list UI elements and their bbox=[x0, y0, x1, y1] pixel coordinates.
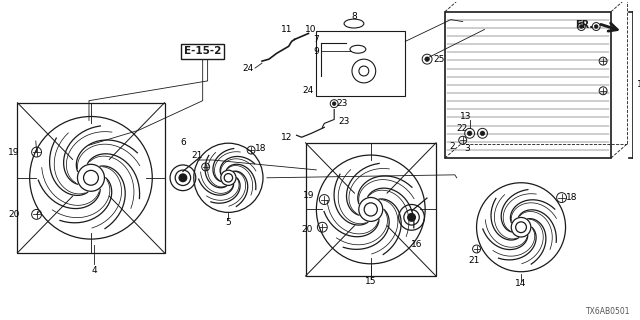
Circle shape bbox=[595, 25, 598, 28]
Circle shape bbox=[580, 25, 583, 28]
Text: 2: 2 bbox=[449, 142, 455, 151]
Text: 18: 18 bbox=[566, 193, 577, 202]
Text: 23: 23 bbox=[338, 117, 349, 126]
Text: 15: 15 bbox=[365, 277, 376, 286]
Text: 19: 19 bbox=[8, 148, 20, 156]
Text: 1: 1 bbox=[637, 80, 640, 89]
Text: 7: 7 bbox=[314, 35, 319, 44]
Text: 24: 24 bbox=[302, 86, 314, 95]
Text: 10: 10 bbox=[305, 25, 316, 34]
Text: 21: 21 bbox=[191, 150, 203, 160]
Circle shape bbox=[179, 174, 187, 182]
Text: 6: 6 bbox=[180, 138, 186, 147]
Circle shape bbox=[467, 131, 472, 136]
Bar bbox=[445, 12, 611, 158]
Bar bbox=[316, 31, 405, 96]
Text: 11: 11 bbox=[281, 25, 292, 34]
Bar bbox=[305, 143, 436, 276]
Text: 25: 25 bbox=[433, 55, 444, 64]
Text: 24: 24 bbox=[243, 64, 254, 73]
Text: 19: 19 bbox=[303, 191, 314, 200]
Text: 20: 20 bbox=[301, 225, 312, 234]
Text: 18: 18 bbox=[255, 144, 267, 153]
Text: 14: 14 bbox=[515, 279, 527, 288]
Circle shape bbox=[480, 131, 484, 136]
Text: 16: 16 bbox=[411, 240, 422, 249]
Text: 20: 20 bbox=[8, 210, 20, 219]
Text: 22: 22 bbox=[457, 124, 468, 133]
Circle shape bbox=[332, 102, 336, 105]
Text: 3: 3 bbox=[465, 144, 470, 153]
Bar bbox=[17, 103, 164, 253]
Text: 21: 21 bbox=[468, 256, 479, 265]
Text: TX6AB0501: TX6AB0501 bbox=[586, 307, 630, 316]
Circle shape bbox=[408, 213, 415, 221]
Text: 8: 8 bbox=[351, 12, 357, 21]
Text: 9: 9 bbox=[314, 47, 319, 56]
Text: 5: 5 bbox=[225, 218, 231, 227]
Circle shape bbox=[425, 57, 429, 61]
Text: 4: 4 bbox=[91, 266, 97, 275]
Text: 13: 13 bbox=[460, 112, 471, 121]
Text: 12: 12 bbox=[282, 133, 292, 142]
Text: E-15-2: E-15-2 bbox=[184, 46, 221, 56]
Text: FR.: FR. bbox=[575, 20, 593, 29]
Text: 23: 23 bbox=[336, 99, 348, 108]
